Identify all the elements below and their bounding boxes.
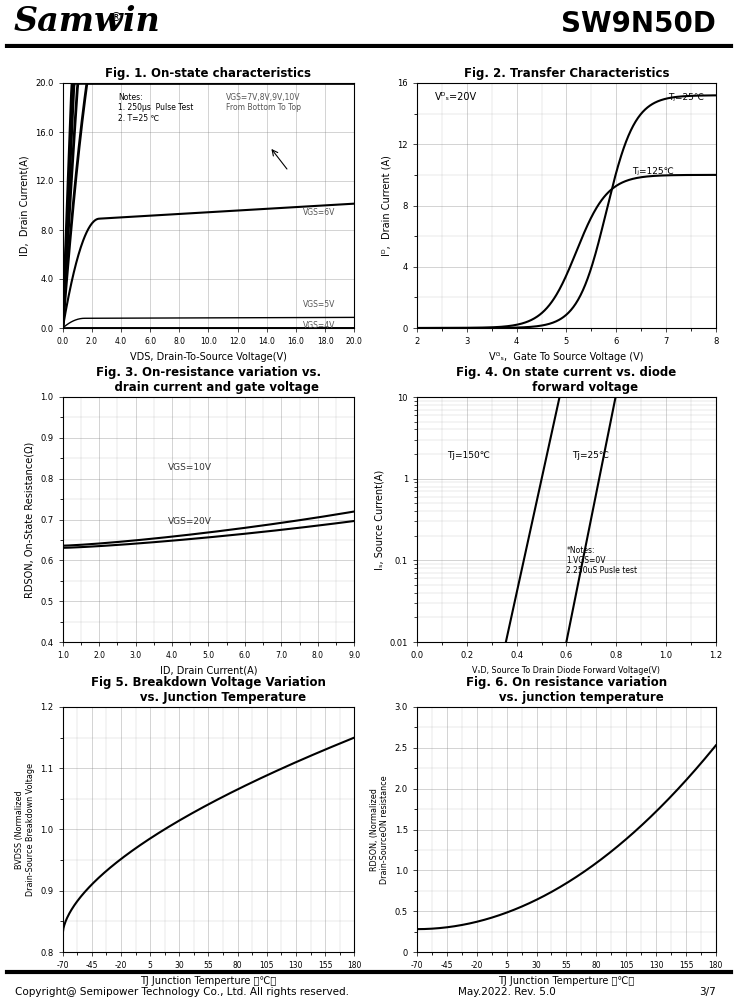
Text: Fig. 4. On state current vs. diode
         forward voltage: Fig. 4. On state current vs. diode forwa… xyxy=(456,366,677,394)
Text: Fig 5. Breakdown Voltage Variation
       vs. Junction Temperature: Fig 5. Breakdown Voltage Variation vs. J… xyxy=(91,676,326,704)
Text: Tⱼ=25℃: Tⱼ=25℃ xyxy=(668,93,704,102)
Text: SW9N50D: SW9N50D xyxy=(561,10,716,38)
Text: Copyright@ Semipower Technology Co., Ltd. All rights reserved.: Copyright@ Semipower Technology Co., Ltd… xyxy=(15,987,349,997)
X-axis label: ID, Drain Current(A): ID, Drain Current(A) xyxy=(159,666,258,676)
Text: Tj=25℃: Tj=25℃ xyxy=(573,451,610,460)
Y-axis label: RDSON, (Normalized
Drain-SourceON resistance: RDSON, (Normalized Drain-SourceON resist… xyxy=(370,775,389,884)
Text: ®: ® xyxy=(109,11,122,24)
Text: VGS=5V: VGS=5V xyxy=(303,300,336,309)
Text: 3/7: 3/7 xyxy=(699,987,716,997)
Text: Fig. 2. Transfer Characteristics: Fig. 2. Transfer Characteristics xyxy=(463,67,669,80)
Text: VGS=6V: VGS=6V xyxy=(303,208,336,217)
Text: May.2022. Rev. 5.0: May.2022. Rev. 5.0 xyxy=(458,987,555,997)
Text: VGS=7V,8V,9V,10V
From Bottom To Top: VGS=7V,8V,9V,10V From Bottom To Top xyxy=(226,93,301,112)
Text: VGS=10V: VGS=10V xyxy=(168,464,212,473)
X-axis label: TJ Junction Temperture （℃）: TJ Junction Temperture （℃） xyxy=(498,976,635,986)
Y-axis label: Iᴰ,  Drain Current (A): Iᴰ, Drain Current (A) xyxy=(382,155,392,256)
Y-axis label: ID,  Drain Current(A): ID, Drain Current(A) xyxy=(20,155,30,256)
Text: Tj=150℃: Tj=150℃ xyxy=(446,451,490,460)
Text: VGS=4V: VGS=4V xyxy=(303,321,336,330)
Text: Fig. 3. On-resistance variation vs.
    drain current and gate voltage: Fig. 3. On-resistance variation vs. drai… xyxy=(96,366,321,394)
Text: *Notes:
1.VGS=0V
2.250uS Pusle test: *Notes: 1.VGS=0V 2.250uS Pusle test xyxy=(567,546,638,575)
Text: Fig. 1. On-state characteristics: Fig. 1. On-state characteristics xyxy=(106,67,311,80)
X-axis label: VDS, Drain-To-Source Voltage(V): VDS, Drain-To-Source Voltage(V) xyxy=(130,352,287,362)
X-axis label: VₛD, Source To Drain Diode Forward Voltage(V): VₛD, Source To Drain Diode Forward Volta… xyxy=(472,666,661,675)
Text: VGS=20V: VGS=20V xyxy=(168,517,212,526)
X-axis label: Vᴳₛ,  Gate To Source Voltage (V): Vᴳₛ, Gate To Source Voltage (V) xyxy=(489,352,644,362)
Text: Tⱼ=125℃: Tⱼ=125℃ xyxy=(632,167,674,176)
Y-axis label: BVDSS (Normalized
Drain-Source Breakdown Voltage: BVDSS (Normalized Drain-Source Breakdown… xyxy=(15,763,35,896)
Text: Samwin: Samwin xyxy=(13,5,160,38)
Y-axis label: Iₛ, Source Current(A): Iₛ, Source Current(A) xyxy=(374,469,384,570)
Text: Vᴰₛ=20V: Vᴰₛ=20V xyxy=(435,92,477,102)
Text: Fig. 6. On resistance variation
       vs. junction temperature: Fig. 6. On resistance variation vs. junc… xyxy=(466,676,667,704)
Text: Notes:
1. 250µs  Pulse Test
2. T=25 ℃: Notes: 1. 250µs Pulse Test 2. T=25 ℃ xyxy=(118,93,193,123)
X-axis label: TJ Junction Temperture （℃）: TJ Junction Temperture （℃） xyxy=(140,976,277,986)
Y-axis label: RDSON, On-State Resistance(Ω): RDSON, On-State Resistance(Ω) xyxy=(25,441,35,598)
